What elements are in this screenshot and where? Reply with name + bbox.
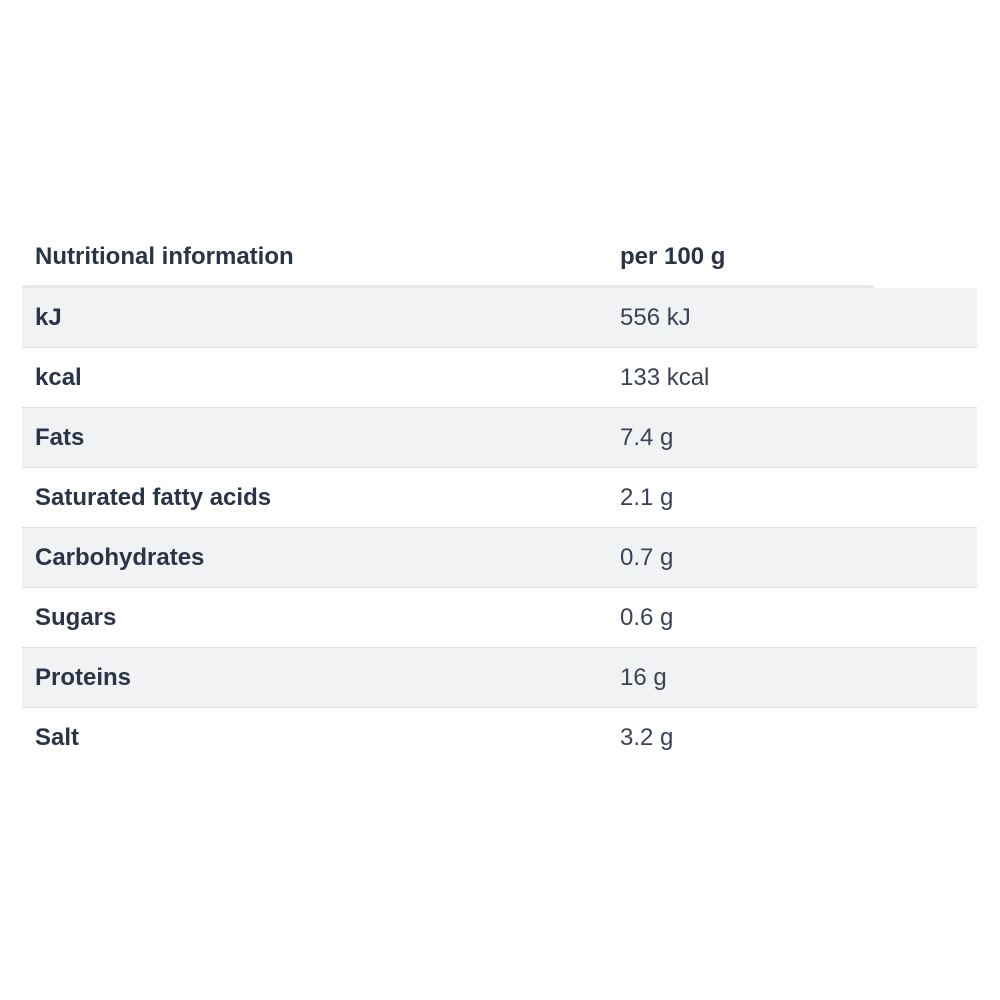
row-label: Salt (35, 723, 80, 751)
row-label: kcal (35, 363, 82, 391)
row-label: Saturated fatty acids (35, 483, 272, 511)
table-row: kJ 556 kJ (22, 288, 977, 348)
row-value: 556 kJ (620, 303, 691, 331)
table-row: Fats 7.4 g (22, 408, 977, 468)
table-row: Proteins 16 g (22, 648, 977, 708)
row-value: 0.7 g (620, 543, 674, 571)
row-label: Sugars (35, 603, 117, 631)
table-row: Sugars 0.6 g (22, 588, 977, 648)
row-value: 16 g (620, 663, 667, 691)
row-value: 3.2 g (620, 723, 674, 751)
table-row: Saturated fatty acids 2.1 g (22, 468, 977, 528)
row-value: 2.1 g (620, 483, 674, 511)
row-label: Proteins (35, 663, 132, 691)
header-value: per 100 g (620, 243, 726, 270)
table-row: Carbohydrates 0.7 g (22, 528, 977, 588)
row-value: 0.6 g (620, 603, 674, 631)
row-label: kJ (35, 303, 62, 331)
row-label: Fats (35, 423, 85, 451)
header-label: Nutritional information (35, 243, 294, 270)
row-label: Carbohydrates (35, 543, 205, 571)
nutrition-table: Nutritional information per 100 g kJ 556… (22, 225, 977, 767)
row-value: 7.4 g (620, 423, 674, 451)
table-row: kcal 133 kcal (22, 348, 977, 408)
table-header: Nutritional information per 100 g (22, 225, 874, 288)
table-row: Salt 3.2 g (22, 708, 977, 767)
row-value: 133 kcal (620, 363, 710, 391)
